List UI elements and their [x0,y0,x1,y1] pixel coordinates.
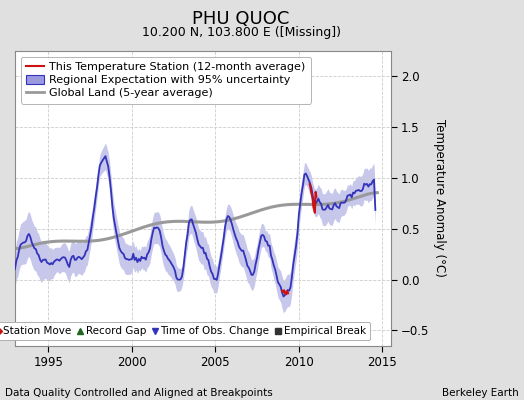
Text: Berkeley Earth: Berkeley Earth [442,388,519,398]
Text: Data Quality Controlled and Aligned at Breakpoints: Data Quality Controlled and Aligned at B… [5,388,273,398]
Text: PHU QUOC: PHU QUOC [192,10,290,28]
Legend: Station Move, Record Gap, Time of Obs. Change, Empirical Break: Station Move, Record Gap, Time of Obs. C… [0,322,370,340]
Y-axis label: Temperature Anomaly (°C): Temperature Anomaly (°C) [433,119,446,277]
Text: 10.200 N, 103.800 E ([Missing]): 10.200 N, 103.800 E ([Missing]) [141,26,341,39]
